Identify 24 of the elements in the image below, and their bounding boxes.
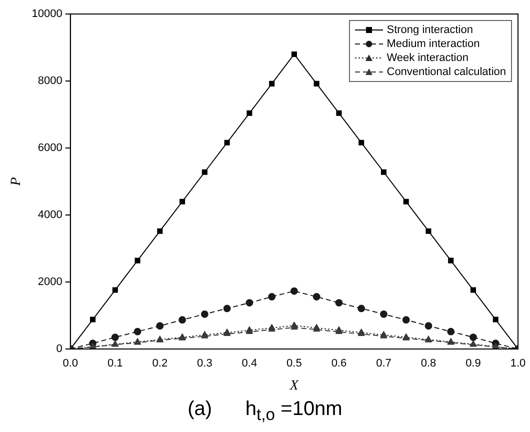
x-tick-label: 0.6 <box>331 358 347 370</box>
y-tick-label: 10000 <box>32 8 62 20</box>
x-tick-label: 0.1 <box>108 358 123 370</box>
y-tick-label: 6000 <box>38 142 62 154</box>
x-tick-label: 0.9 <box>466 358 481 370</box>
x-tick-label: 1.0 <box>510 358 526 370</box>
legend-label: Week interaction <box>386 51 468 65</box>
legend-label: Conventional calculation <box>386 65 506 79</box>
y-axis-title: P <box>9 176 24 187</box>
x-tick-label: 0.4 <box>242 358 258 370</box>
x-tick-label: 0.0 <box>62 358 78 370</box>
legend-label: Medium interaction <box>386 37 480 51</box>
legend-label: Strong interaction <box>386 23 473 37</box>
y-tick-label: 8000 <box>38 75 62 88</box>
x-axis-title: X <box>288 378 299 394</box>
x-tick-label: 0.8 <box>420 358 436 370</box>
x-tick-label: 0.7 <box>376 358 392 370</box>
x-tick-label: 0.2 <box>152 358 168 370</box>
x-tick-label: 0.3 <box>197 358 212 370</box>
y-tick-label: 0 <box>56 343 62 356</box>
y-tick-label: 2000 <box>38 276 62 288</box>
y-tick-label: 4000 <box>38 209 62 222</box>
text: (a) h$_{t,o}$ =10nm <box>186 398 344 425</box>
x-tick-label: 0.5 <box>286 358 302 370</box>
